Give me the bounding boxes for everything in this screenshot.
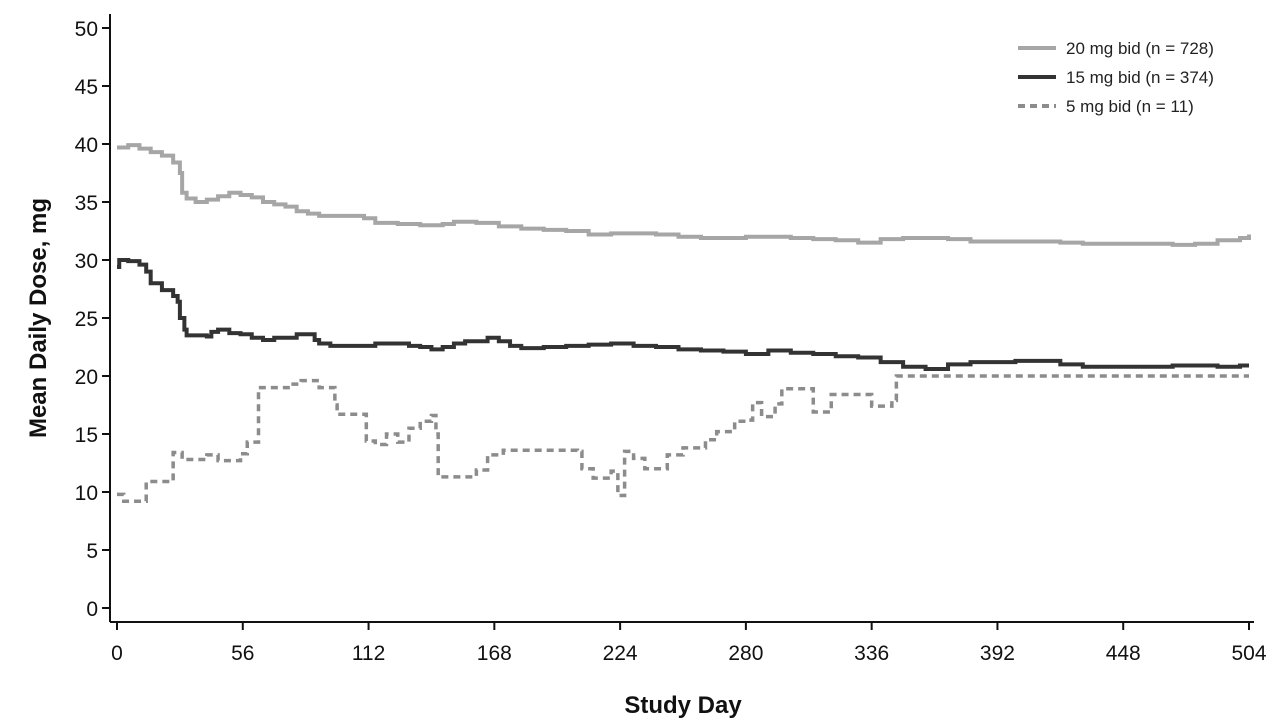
y-ticks: 0 5 10 15 20 25 30 35 40 45 50 (75, 18, 110, 621)
x-tick-label: 224 (603, 642, 638, 665)
y-tick-label: 10 (75, 482, 98, 505)
x-tick-label: 0 (111, 642, 123, 665)
y-tick-label: 25 (75, 308, 98, 331)
x-ticks: 0 56 112 168 224 280 336 392 448 504 (111, 622, 1267, 665)
legend-label-2: 5 mg bid (n = 11) (1066, 97, 1194, 116)
x-tick-label: 168 (477, 642, 512, 665)
y-tick-label: 15 (75, 424, 98, 447)
series-line-0 (117, 143, 1251, 247)
y-tick-label: 40 (75, 134, 98, 157)
x-axis-title: Study Day (624, 692, 742, 719)
x-tick-label: 448 (1106, 642, 1141, 665)
legend: 20 mg bid (n = 728) 15 mg bid (n = 374) 5 … (1018, 39, 1214, 116)
x-tick-label: 56 (231, 642, 254, 665)
y-tick-label: 30 (75, 250, 98, 273)
x-tick-label: 336 (854, 642, 889, 665)
y-tick-label: 45 (75, 76, 98, 99)
x-tick-label: 112 (352, 642, 385, 665)
x-tick-label: 280 (728, 642, 763, 665)
x-tick-label: 504 (1231, 642, 1266, 665)
y-tick-label: 5 (86, 540, 98, 563)
y-tick-label: 20 (75, 366, 98, 389)
y-tick-label: 50 (75, 18, 98, 41)
legend-label-0: 20 mg bid (n = 728) (1066, 39, 1214, 58)
y-axis-title: Mean Daily Dose, mg (25, 198, 52, 438)
legend-label-1: 15 mg bid (n = 374) (1066, 68, 1214, 87)
series-line-2 (117, 374, 1249, 504)
x-tick-label: 392 (980, 642, 1015, 665)
y-tick-label: 35 (75, 192, 98, 215)
series-line-1 (117, 258, 1249, 372)
series-layer (117, 143, 1251, 504)
axes: 0 5 10 15 20 25 30 35 40 45 50 0 56 112 168 224 280 336 3… (75, 14, 1267, 665)
y-tick-label: 0 (86, 598, 98, 621)
